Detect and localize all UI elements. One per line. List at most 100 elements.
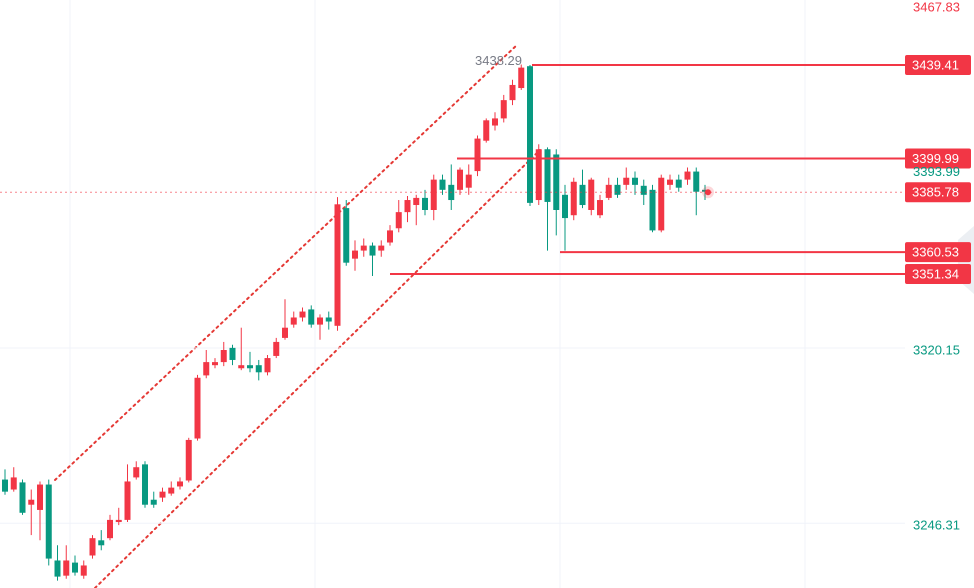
candle-body xyxy=(518,67,525,89)
last-price-label: 3385.78 xyxy=(912,185,959,200)
candle-body xyxy=(369,245,376,256)
price-tag-label: 3393.99 xyxy=(913,164,960,179)
candle-body xyxy=(492,118,498,126)
candle-body xyxy=(150,499,157,505)
channel-upper xyxy=(54,43,519,481)
candle-body xyxy=(544,149,551,202)
candle-body xyxy=(238,365,245,369)
candle-body xyxy=(702,189,708,192)
candle-body xyxy=(623,177,630,185)
candle-body xyxy=(54,560,61,577)
candle-body xyxy=(247,365,253,369)
candle-body xyxy=(142,464,148,505)
candle-body xyxy=(255,365,262,373)
candle-body xyxy=(290,317,297,325)
candle-body xyxy=(378,245,385,251)
candle-body xyxy=(212,362,218,366)
candle-body xyxy=(352,250,358,259)
candle-body xyxy=(465,174,472,188)
candle-body xyxy=(45,484,52,559)
candle-body xyxy=(159,491,166,498)
candle-body xyxy=(430,179,437,210)
candle-body xyxy=(553,154,560,210)
candle-body xyxy=(387,230,393,243)
candle-body xyxy=(203,362,210,376)
candle-body xyxy=(693,171,700,192)
candle-body xyxy=(588,179,595,210)
candle-body xyxy=(649,189,656,231)
price-tag-label: 3399.99 xyxy=(912,151,959,166)
candle-body xyxy=(124,481,131,520)
candle-body xyxy=(177,481,183,487)
candle-body xyxy=(63,560,70,576)
candle-body xyxy=(72,562,78,573)
candle-body xyxy=(562,194,568,219)
price-tag-label: 3467.83 xyxy=(913,0,960,14)
candle-body xyxy=(360,245,367,251)
high-label: 3438.29 xyxy=(475,53,522,68)
price-tag-label: 3439.41 xyxy=(912,57,959,72)
candle-body xyxy=(474,138,481,172)
candle-body xyxy=(308,309,315,325)
price-tag-box xyxy=(905,242,971,263)
candle-body xyxy=(527,66,533,203)
candle-body xyxy=(395,212,402,229)
candle-body xyxy=(317,317,323,325)
candle-body xyxy=(107,519,113,539)
price-tag-box xyxy=(905,148,971,169)
price-tag-box xyxy=(905,54,971,75)
candle-body xyxy=(422,197,428,210)
candle-body xyxy=(684,171,691,180)
candle-body xyxy=(614,184,621,195)
candle-body xyxy=(632,177,638,185)
y-tick-label: 3246.31 xyxy=(913,518,960,533)
candle-body xyxy=(640,185,647,195)
last-price-box xyxy=(905,182,971,203)
candle-body xyxy=(299,311,306,318)
candle-body xyxy=(194,377,201,439)
candle-body xyxy=(509,84,516,101)
candle-body xyxy=(570,181,577,216)
price-tag-label: 3360.53 xyxy=(912,245,959,260)
candle-body xyxy=(168,487,175,494)
candle-body xyxy=(439,179,446,190)
candle-body xyxy=(579,184,586,206)
candle-body xyxy=(404,200,411,213)
candle-body xyxy=(667,179,673,185)
candle-body xyxy=(133,467,140,478)
vertical-grid xyxy=(69,0,806,588)
candle-body xyxy=(98,540,105,546)
candle-body xyxy=(264,358,271,373)
price-tag-label: 3351.34 xyxy=(912,266,959,281)
last-price-dot xyxy=(705,189,711,196)
candle-body xyxy=(675,179,682,188)
candle-body xyxy=(483,120,490,141)
candle-body xyxy=(80,565,87,576)
candle-body xyxy=(535,149,542,201)
candle-body xyxy=(220,350,227,363)
candle-body xyxy=(28,499,35,505)
candle-body xyxy=(597,200,603,216)
candle-body xyxy=(605,184,612,198)
channel xyxy=(54,43,541,588)
candle-body xyxy=(334,204,341,326)
candle-body xyxy=(325,317,332,322)
candle-body xyxy=(282,327,288,338)
candle-body xyxy=(37,484,43,510)
candle-body xyxy=(658,177,665,231)
y-tick-label: 3320.15 xyxy=(913,342,960,357)
candle-body xyxy=(2,479,8,492)
candle-body xyxy=(500,100,507,119)
channel-lower xyxy=(94,149,541,588)
candle-body xyxy=(229,347,236,360)
candle-body xyxy=(273,341,280,356)
candle-body xyxy=(19,482,26,513)
candle-body xyxy=(89,538,96,556)
candle-body xyxy=(115,519,122,523)
candle-body xyxy=(413,197,420,206)
candle-body xyxy=(343,208,350,263)
candle-body xyxy=(185,439,192,481)
candle-body xyxy=(10,477,17,490)
candle-body xyxy=(457,169,463,190)
